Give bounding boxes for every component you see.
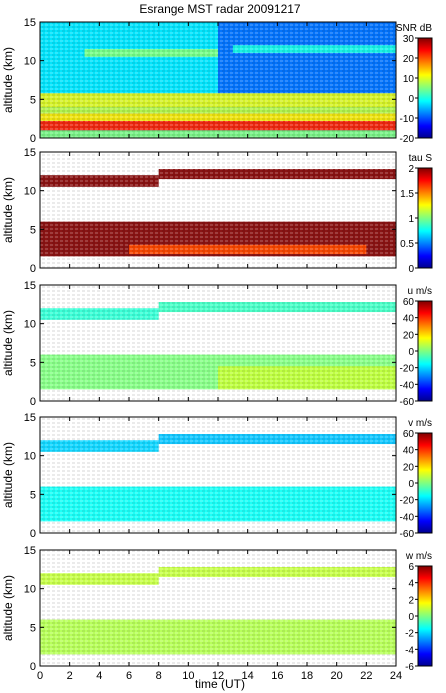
colorbar-tick-label: 0 [408,264,414,275]
y-tick-label: 0 [30,661,36,673]
colorbar-tick-label: 0 [408,612,414,623]
colorbar-tick-label: -6 [405,662,414,673]
colorbar-tick-label: -60 [400,397,415,408]
colorbar-tick-label: -60 [400,529,415,540]
plot-texture [40,285,396,401]
colorbar-tick-label: 0 [408,479,414,490]
chart-title: Esrange MST radar 20091217 [139,2,301,16]
y-tick-label: 0 [30,396,36,408]
x-tick-label: 18 [301,670,313,682]
y-tick-label: 10 [24,319,36,331]
y-tick-label: 5 [30,94,36,106]
colorbar-tick-label: 20 [403,54,415,65]
colorbar-tick-label: 6 [408,562,414,573]
x-axis-label: time (UT) [195,677,245,691]
colorbar-tick-label: 1 [408,214,414,225]
y-tick-label: 0 [30,133,36,145]
y-axis-label: altitude (km) [1,177,15,243]
colorbar-tick-label: 0 [408,347,414,358]
colorbar-tick-label: 0.5 [400,239,414,250]
colorbar-tick-label: 40 [403,446,415,457]
y-axis-label: altitude (km) [1,575,15,641]
x-tick-label: 24 [390,670,402,682]
x-tick-label: 20 [331,670,343,682]
y-tick-label: 15 [24,545,36,557]
x-tick-label: 2 [67,670,73,682]
panel-snr: 0 5 10 15 altitude (km) SNR dB -20 -10 0 10 20 30 [1,17,433,145]
colorbar [417,300,433,402]
colorbar-tick-label: -20 [400,364,415,375]
y-axis-label: altitude (km) [1,442,15,508]
colorbar-tick-label: -4 [405,645,414,656]
y-tick-label: 10 [24,56,36,68]
colorbar-tick-label: -40 [400,512,415,523]
plot-texture [40,22,396,138]
colorbar-tick-label: 0 [408,94,414,105]
y-tick-label: 5 [30,489,36,501]
x-tick-label: 12 [212,670,224,682]
colorbar-label: v m/s [408,418,432,429]
y-tick-label: 15 [24,280,36,292]
colorbar-tick-label: 60 [403,297,415,308]
y-axis-label: altitude (km) [1,47,15,113]
panel-u: 0 5 10 15 altitude (km) u m/s -60 -40 -20 0 20 40 60 [1,280,433,408]
plot-texture [40,152,396,268]
colorbar-tick-label: -20 [400,134,415,145]
panel-tau: 0 5 10 15 altitude (km) tau S 0 0.5 1 1.5 2 [1,147,433,275]
y-tick-label: 5 [30,622,36,634]
y-tick-label: 5 [30,357,36,369]
colorbar-tick-label: 1.5 [400,189,414,200]
y-tick-label: 15 [24,412,36,424]
y-tick-label: 15 [24,147,36,159]
x-tick-label: 10 [182,670,194,682]
colorbar-tick-label: 2 [408,595,414,606]
x-tick-label: 16 [271,670,283,682]
colorbar-tick-label: -40 [400,380,415,391]
colorbar-tick-label: 10 [403,74,415,85]
colorbar-tick-label: -2 [405,629,414,640]
y-tick-label: 0 [30,528,36,540]
x-tick-label: 6 [126,670,132,682]
colorbar-tick-label: 40 [403,314,415,325]
colorbar-tick-label: 4 [408,579,414,590]
colorbar-tick-label: -10 [400,114,415,125]
colorbar-tick-label: 20 [403,330,415,341]
y-tick-label: 10 [24,186,36,198]
y-axis-label: altitude (km) [1,310,15,376]
panel-v: 0 5 10 15 altitude (km) v m/s -60 -40 -20 0 20 40 60 [1,412,433,540]
colorbar-tick-label: 20 [403,462,415,473]
colorbar-tick-label: 30 [403,34,415,45]
x-tick-label: 0 [37,670,43,682]
colorbar-label: w m/s [405,551,432,562]
colorbar-tick-label: -20 [400,496,415,507]
colorbar [417,432,433,534]
colorbar-tick-label: 2 [408,164,414,175]
colorbar-label: SNR dB [396,23,432,34]
x-tick-label: 22 [360,670,372,682]
colorbar [417,37,433,139]
y-tick-label: 10 [24,584,36,596]
y-tick-label: 15 [24,17,36,29]
colorbar-label: u m/s [408,286,432,297]
x-tick-label: 8 [156,670,162,682]
colorbar [417,565,433,667]
colorbar-tick-label: 60 [403,429,415,440]
colorbar-label: tau S [409,153,433,164]
y-tick-label: 0 [30,263,36,275]
x-tick-label: 14 [242,670,254,682]
colorbar [417,167,433,269]
plot-texture [40,550,396,666]
plot-texture [40,417,396,533]
x-tick-label: 4 [96,670,102,682]
y-tick-label: 10 [24,451,36,463]
y-tick-label: 5 [30,224,36,236]
